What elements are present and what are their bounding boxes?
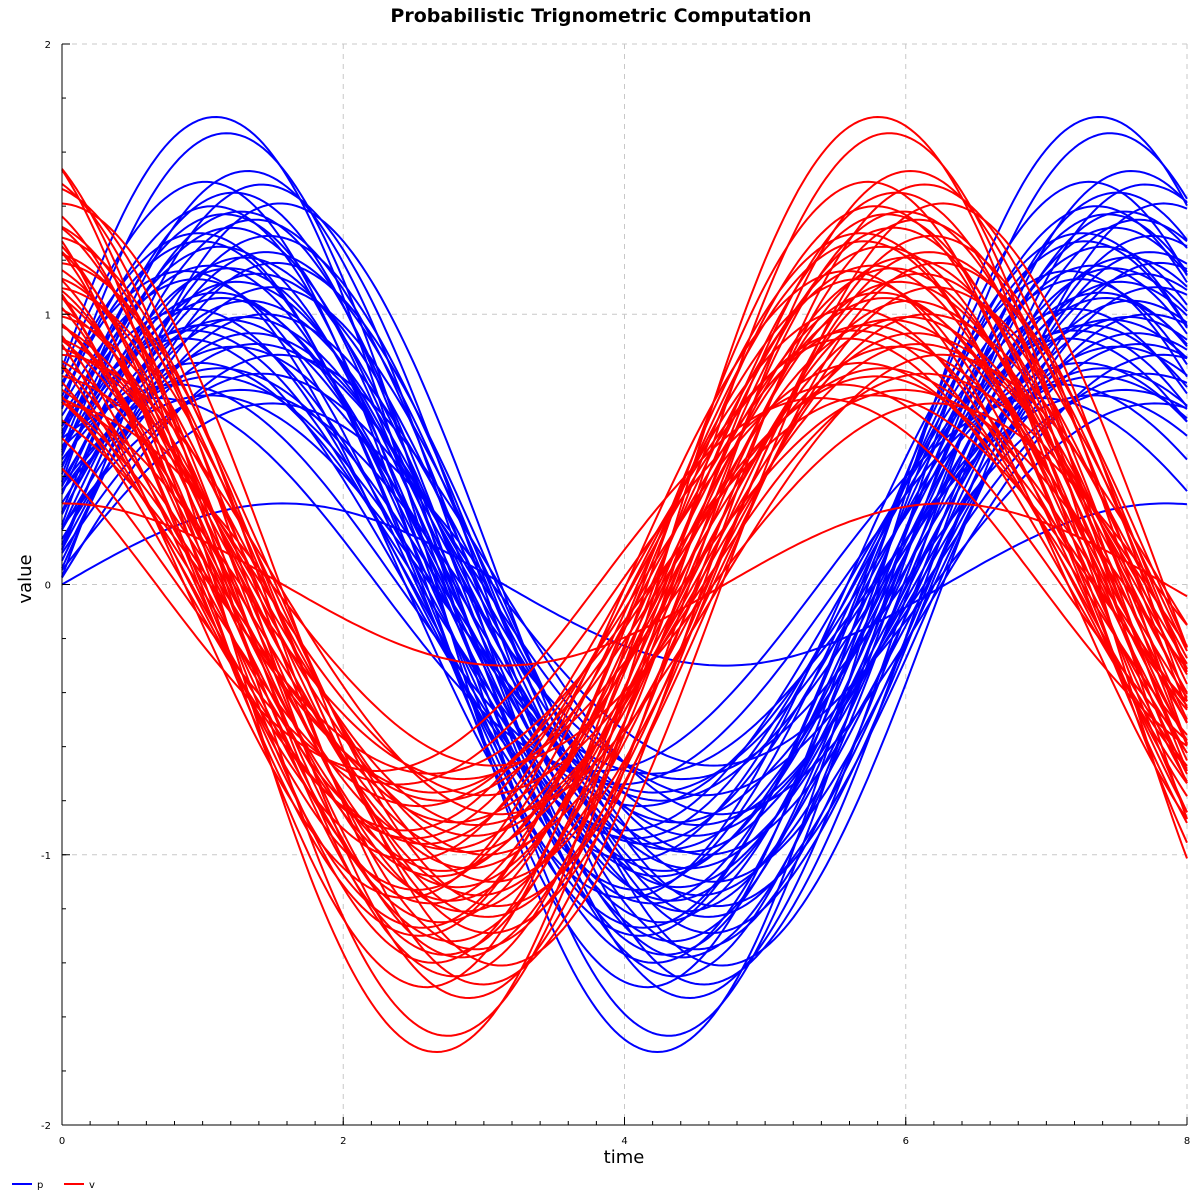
series-v-trajectory xyxy=(61,202,1188,967)
series-p-trajectory xyxy=(61,361,1188,808)
series-v-trajectory xyxy=(61,251,1188,918)
y-tick-label: -1 xyxy=(41,851,51,862)
series-p-trajectory xyxy=(61,226,1188,943)
series-v-trajectory xyxy=(61,402,1188,767)
series-v-trajectory xyxy=(61,324,1188,845)
y-tick-label: 1 xyxy=(45,310,51,321)
series-v-trajectory xyxy=(61,345,1188,824)
series-p-trajectory xyxy=(61,180,1188,989)
series-v-trajectory xyxy=(61,383,1188,786)
series-v-trajectory xyxy=(61,343,1188,826)
series-v-trajectory xyxy=(61,183,1188,986)
series-p-trajectory xyxy=(61,116,1188,1053)
series-v-trajectory xyxy=(61,256,1188,913)
y-tick-label: 2 xyxy=(45,40,51,51)
series-v-trajectory xyxy=(61,502,1188,667)
series-v-trajectory xyxy=(61,361,1188,808)
y-axis-label: value xyxy=(15,554,36,603)
x-tick-label: 2 xyxy=(340,1136,346,1147)
series-v-trajectory xyxy=(61,375,1188,794)
series-v-trajectory xyxy=(61,291,1188,878)
legend-label-v: v xyxy=(89,1180,95,1191)
x-tick-label: 0 xyxy=(59,1136,65,1147)
series-p-trajectory xyxy=(61,329,1188,840)
series-v xyxy=(61,116,1188,1053)
series-v-trajectory xyxy=(61,270,1188,899)
series-p-trajectory xyxy=(61,375,1188,794)
y-tick-label: -2 xyxy=(41,1121,51,1132)
series-p-trajectory xyxy=(61,270,1188,899)
series-v-trajectory xyxy=(61,218,1188,951)
x-tick-label: 8 xyxy=(1184,1136,1190,1147)
chart-title: Probabilistic Trignometric Computation xyxy=(390,5,811,27)
series-v-trajectory xyxy=(61,316,1188,853)
series-v-trajectory xyxy=(61,299,1188,870)
series-layer xyxy=(61,116,1188,1053)
x-tick-label: 4 xyxy=(621,1136,627,1147)
legend-label-p: p xyxy=(37,1180,43,1191)
series-v-trajectory xyxy=(61,353,1188,816)
y-tick-label: 0 xyxy=(45,581,51,592)
series-v-trajectory xyxy=(61,329,1188,840)
x-tick-label: 6 xyxy=(903,1136,909,1147)
axes: 0 2 4 6 8 -2 -1 0 1 2 xyxy=(41,40,1190,1147)
series-p-trajectory xyxy=(61,240,1188,929)
x-axis-label: time xyxy=(604,1147,645,1168)
series-v-trajectory xyxy=(61,397,1188,772)
